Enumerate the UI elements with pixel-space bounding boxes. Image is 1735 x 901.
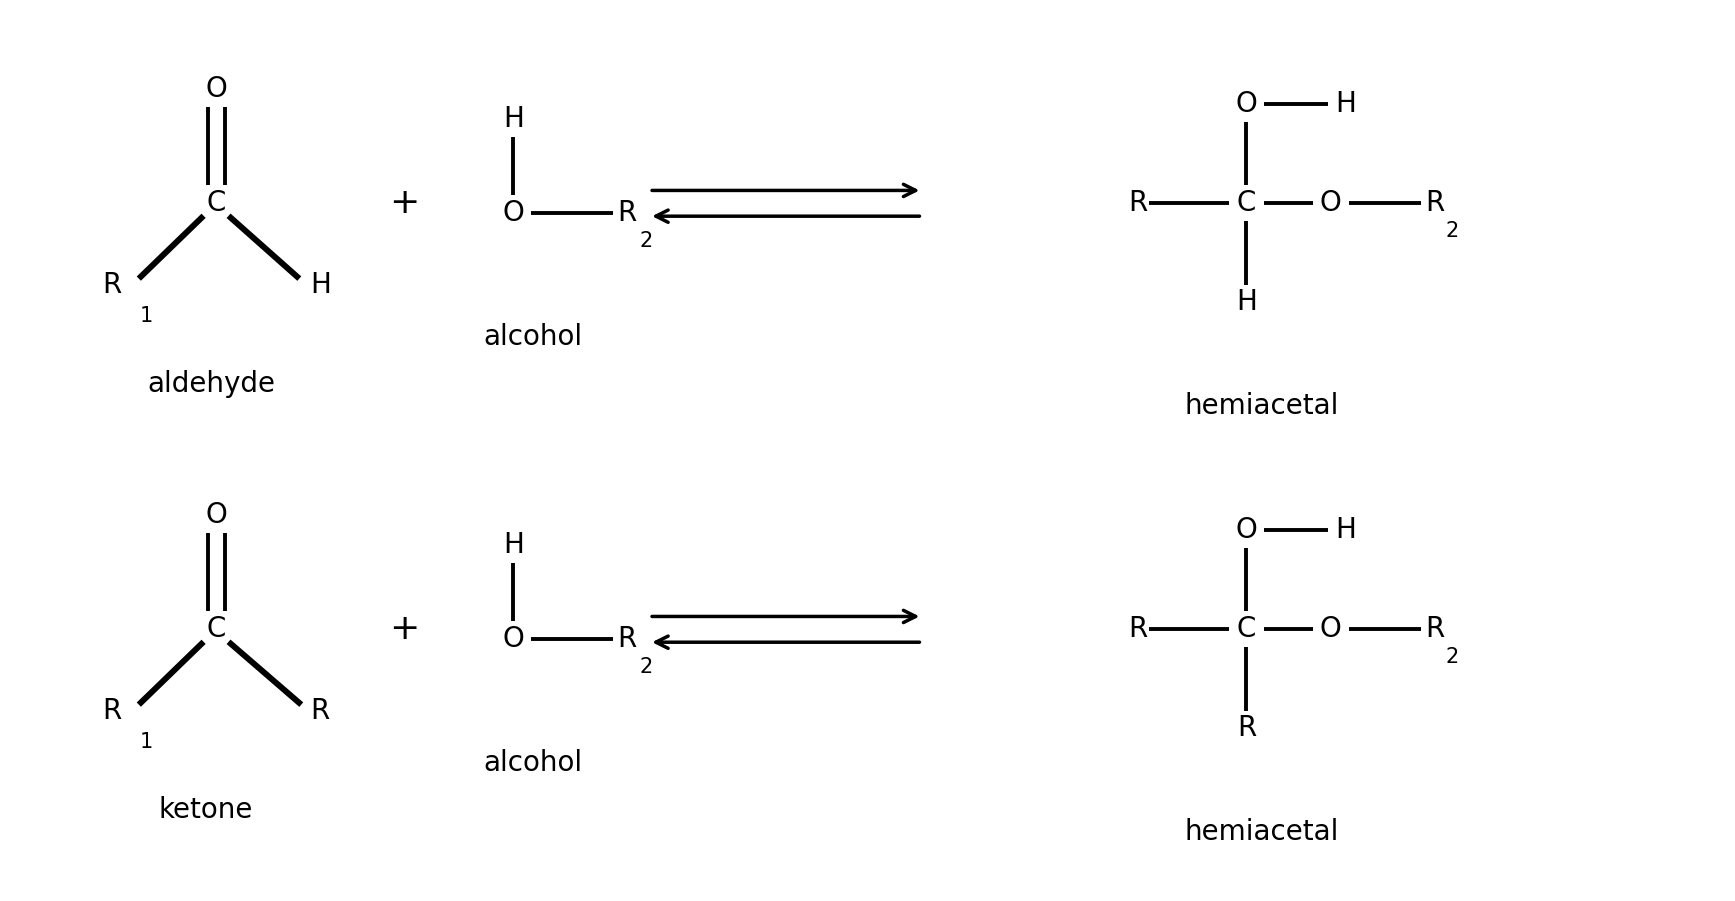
Text: C: C <box>1237 189 1256 217</box>
Text: hemiacetal: hemiacetal <box>1183 393 1338 421</box>
Text: R: R <box>618 199 637 227</box>
Text: H: H <box>1235 288 1256 316</box>
Text: ketone: ketone <box>160 796 253 824</box>
Text: R: R <box>102 696 121 724</box>
Text: aldehyde: aldehyde <box>147 369 276 397</box>
Text: +: + <box>389 187 420 221</box>
Text: 1: 1 <box>141 733 153 752</box>
Text: R: R <box>1424 189 1444 217</box>
Text: R: R <box>102 270 121 298</box>
Text: H: H <box>503 105 524 133</box>
Text: H: H <box>1336 516 1357 544</box>
Text: O: O <box>503 199 524 227</box>
Text: H: H <box>503 531 524 560</box>
Text: R: R <box>1128 615 1147 643</box>
Text: 2: 2 <box>1445 647 1459 667</box>
Text: C: C <box>206 189 226 217</box>
Text: H: H <box>1336 90 1357 118</box>
Text: O: O <box>205 501 227 530</box>
Text: 2: 2 <box>638 231 652 251</box>
Text: alcohol: alcohol <box>484 323 583 351</box>
Text: H: H <box>311 270 331 298</box>
Text: 2: 2 <box>1445 221 1459 241</box>
Text: 2: 2 <box>638 657 652 677</box>
Text: C: C <box>206 615 226 643</box>
Text: 1: 1 <box>141 306 153 326</box>
Text: C: C <box>1237 615 1256 643</box>
Text: O: O <box>1320 615 1341 643</box>
Text: O: O <box>1320 189 1341 217</box>
Text: hemiacetal: hemiacetal <box>1183 818 1338 846</box>
Text: alcohol: alcohol <box>484 749 583 777</box>
Text: O: O <box>1235 516 1258 544</box>
Text: R: R <box>1424 615 1444 643</box>
Text: O: O <box>205 76 227 104</box>
Text: +: + <box>389 613 420 646</box>
Text: R: R <box>1237 714 1256 742</box>
Text: R: R <box>618 625 637 653</box>
Text: O: O <box>503 625 524 653</box>
Text: R: R <box>311 696 330 724</box>
Text: O: O <box>1235 90 1258 118</box>
Text: R: R <box>1128 189 1147 217</box>
